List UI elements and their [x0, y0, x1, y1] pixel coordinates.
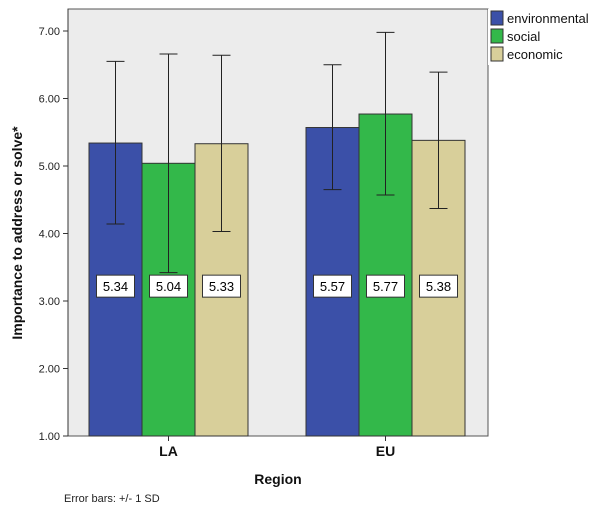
y-tick-label: 2.00: [39, 364, 60, 376]
x-axis: LA EU: [159, 436, 395, 459]
data-label-box: [149, 274, 188, 298]
x-tick-label-LA: LA: [159, 443, 178, 459]
y-tick-label: 1.00: [39, 431, 60, 443]
data-labels: 5.34 5.04 5.33 5.57 5.77 5.38: [96, 274, 458, 298]
x-axis-title: Region: [254, 471, 301, 487]
legend: environmental social economic: [488, 9, 600, 65]
data-label-box: [313, 274, 352, 298]
data-label-box: [202, 274, 241, 298]
data-label-environmental-EU: 5.57: [320, 279, 345, 294]
legend-label-environmental: environmental: [507, 11, 589, 26]
legend-swatch-environmental: [490, 10, 504, 26]
legend-box: [488, 9, 600, 65]
data-label-economic-LA: 5.33: [209, 279, 234, 294]
data-label-environmental-LA: 5.34: [103, 279, 128, 294]
y-tick-label: 3.00: [39, 296, 60, 308]
x-tick-label-EU: EU: [376, 443, 395, 459]
data-label-economic-EU: 5.38: [426, 279, 451, 294]
data-label-box: [419, 274, 458, 298]
y-axis: 1.00 2.00 3.00 4.00 5.00 6.00 7.00: [39, 9, 69, 443]
y-tick-label: 6.00: [39, 94, 60, 106]
data-label-box: [96, 274, 135, 298]
y-axis-title: Importance to address or solve*: [9, 126, 25, 340]
legend-swatch-economic: [490, 46, 504, 62]
y-tick-label: 5.00: [39, 161, 60, 173]
data-label-social-LA: 5.04: [156, 279, 181, 294]
data-label-box: [366, 274, 405, 298]
legend-label-economic: economic: [507, 47, 563, 62]
data-label-social-EU: 5.77: [373, 279, 398, 294]
y-tick-label: 4.00: [39, 229, 60, 241]
error-bars-footnote: Error bars: +/- 1 SD: [64, 493, 160, 505]
legend-swatch-social: [490, 28, 504, 44]
legend-label-social: social: [507, 29, 540, 44]
error-bars: [106, 31, 448, 274]
y-tick-label: 7.00: [39, 26, 60, 38]
